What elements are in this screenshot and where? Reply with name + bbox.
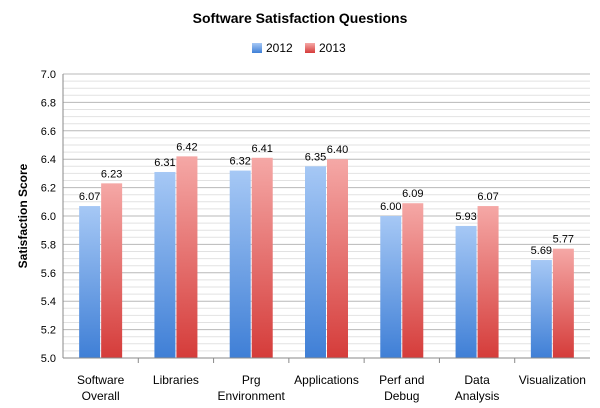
bar-2013-5 (477, 206, 499, 358)
legend-swatch-2013 (305, 43, 315, 53)
legend-label-2013: 2013 (319, 41, 346, 55)
gridlines (63, 73, 590, 352)
value-label: 5.77 (553, 234, 574, 246)
value-label: 5.93 (455, 211, 476, 223)
y-tick-label: 7.0 (41, 69, 56, 81)
x-category-label: Data Analysis (455, 373, 500, 403)
value-label: 6.00 (380, 201, 401, 213)
legend: 2012 2013 (252, 41, 346, 55)
bar-2012-2 (229, 170, 251, 358)
y-tick-label: 6.4 (41, 154, 56, 166)
y-axis-label: Satisfaction Score (16, 163, 30, 268)
bar-2013-2 (251, 157, 273, 358)
bar-2012-3 (305, 166, 326, 358)
value-label: 6.07 (477, 191, 498, 203)
bar-2012-5 (455, 225, 477, 358)
value-label: 6.09 (402, 188, 423, 200)
x-category-label: Prg Environment (218, 373, 286, 403)
chart-title: Software Satisfaction Questions (193, 10, 408, 26)
legend-swatch-2012 (252, 43, 262, 53)
value-label: 6.31 (154, 157, 175, 169)
y-tick-label: 5.8 (41, 239, 56, 251)
value-label: 6.23 (101, 168, 122, 180)
x-category-label: Perf and Debug (379, 373, 424, 403)
bar-2012-1 (154, 171, 176, 358)
y-tick-label: 6.2 (41, 183, 56, 195)
x-category-label: Libraries (153, 373, 199, 387)
value-label: 6.35 (305, 151, 326, 163)
bar-2012-6 (530, 260, 552, 358)
value-labels: 6.076.236.316.426.326.416.356.406.006.09… (79, 141, 574, 257)
y-tick-label: 6.0 (41, 211, 56, 223)
bars (79, 156, 574, 358)
x-category-label: Visualization (519, 373, 586, 387)
value-label: 6.42 (176, 141, 197, 153)
bar-2012-0 (79, 206, 101, 358)
y-tick-label: 5.0 (41, 353, 56, 365)
y-tick-label: 6.6 (41, 126, 56, 138)
y-tick-label: 5.2 (41, 325, 56, 337)
bar-2013-6 (552, 248, 574, 358)
value-label: 6.32 (230, 156, 251, 168)
y-axis-ticks: 5.0 5.2 5.4 5.6 5.8 6.0 6.2 6.4 6.6 6.8 7.0 (41, 69, 56, 365)
x-axis-categories: Software Overall Libraries Prg Environment Ap… (77, 358, 586, 403)
bar-2013-0 (101, 183, 123, 358)
y-tick-label: 6.8 (41, 97, 56, 109)
x-category-label: Applications (294, 373, 359, 387)
bar-2013-3 (327, 159, 348, 358)
x-category-label: Software Overall (77, 373, 125, 403)
value-label: 6.07 (79, 191, 100, 203)
bar-2013-1 (176, 156, 198, 358)
bar-2013-4 (402, 203, 424, 358)
value-label: 6.40 (327, 144, 348, 156)
legend-label-2012: 2012 (266, 41, 293, 55)
value-label: 5.69 (531, 245, 552, 257)
y-tick-label: 5.6 (41, 268, 56, 280)
y-tick-label: 5.4 (41, 296, 56, 308)
bar-2012-4 (380, 216, 402, 358)
value-label: 6.41 (252, 143, 273, 155)
